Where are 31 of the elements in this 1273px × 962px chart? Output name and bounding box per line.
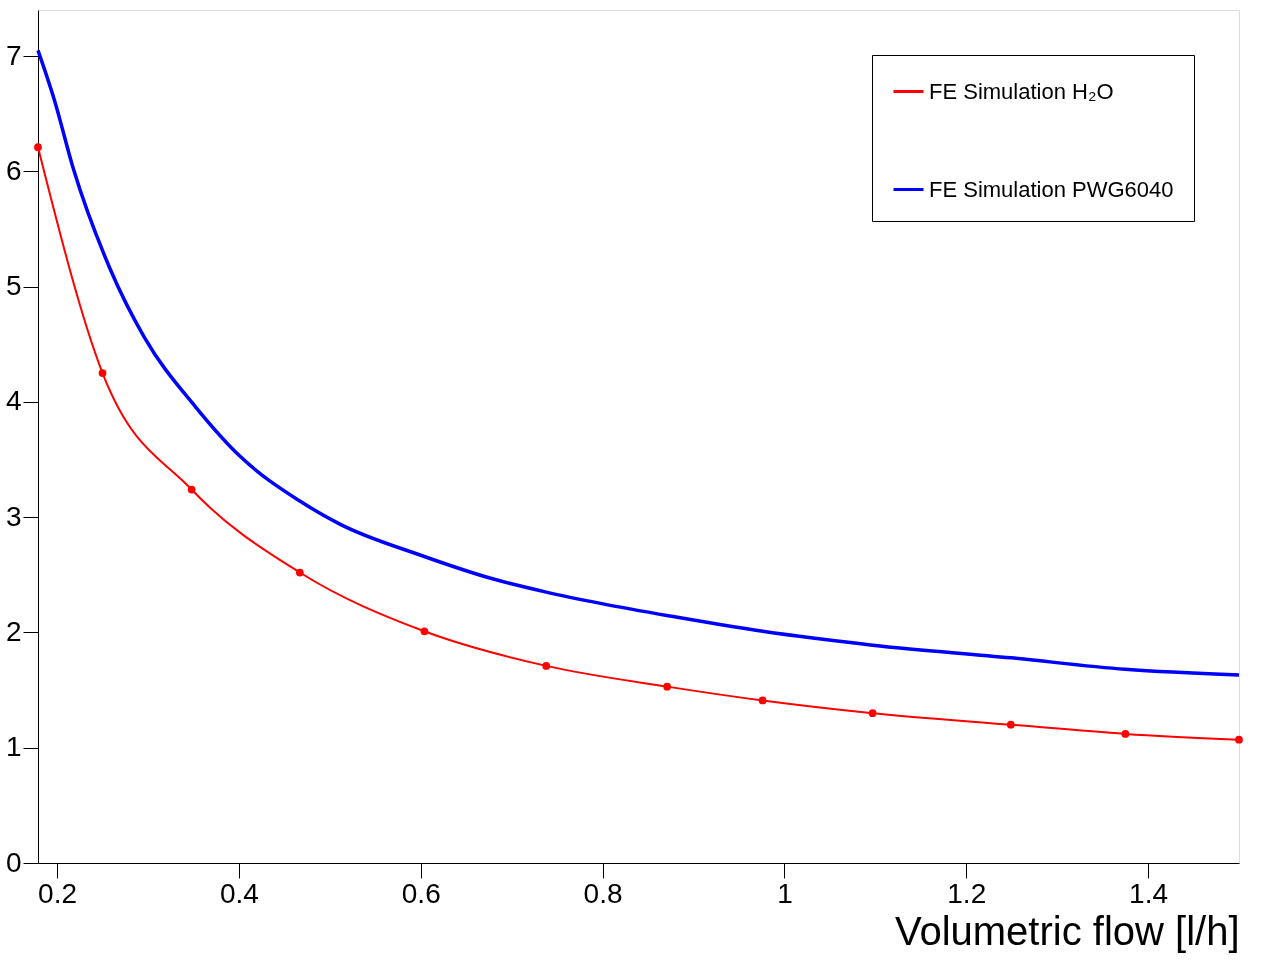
x-tick-label: 0.8 [583,877,623,909]
point [295,568,304,577]
point [187,485,196,494]
x-tick-label: 0.4 [219,877,259,909]
x-tick-label: 0.2 [38,877,78,909]
x-tick-label: 1.2 [947,877,987,909]
line-series [36,48,1241,677]
point [1121,730,1130,738]
legend-label: FE Simulation PWG6040 [929,176,1174,202]
point [542,662,551,670]
x-tick-label: 1.4 [1129,877,1169,909]
point [868,709,877,718]
legend-label: FE Simulation H₂O [929,78,1114,104]
point [98,369,107,377]
y-tick-label: 6 [5,154,22,186]
point [420,627,429,636]
point [758,696,767,705]
y-tick-label: 1 [5,731,22,763]
y-tick-label: 2 [5,615,22,647]
y-tick-label: 0 [5,846,22,878]
x-axis-title: Volumetric flow [l/h] [894,908,1240,953]
point [1235,735,1243,744]
y-tick-label: 4 [5,385,22,417]
point [663,682,672,691]
x-tick-label: 0.6 [401,877,441,909]
point [1006,720,1015,729]
point [34,143,42,152]
y-tick-label: 5 [5,270,22,302]
x-tick-label: 1 [777,877,793,909]
y-tick-label: 3 [5,500,22,532]
y-tick-label: 7 [5,39,22,71]
